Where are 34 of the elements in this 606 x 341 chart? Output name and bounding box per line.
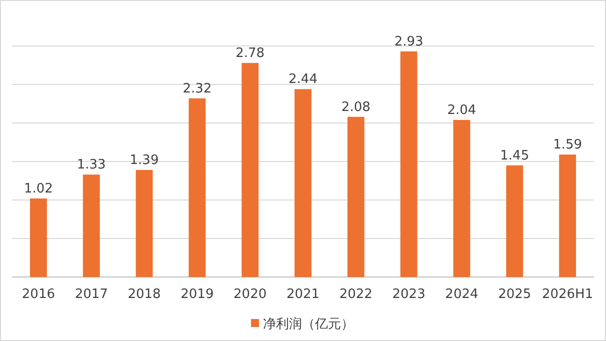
- bar: [82, 174, 100, 277]
- data-label: 1.45: [500, 148, 530, 164]
- bar: [559, 154, 576, 277]
- data-label: 2.32: [182, 81, 212, 96]
- x-tick-label: 2017: [74, 287, 108, 302]
- data-label: 2.44: [288, 72, 318, 88]
- x-tick-label: 2018: [128, 287, 161, 302]
- legend-label: 净利润（亿元）: [263, 317, 354, 332]
- x-tick-label: 2016: [22, 287, 55, 302]
- x-tick-label: 2023: [392, 287, 426, 302]
- data-label: 2.93: [394, 34, 424, 50]
- data-label: 2.78: [236, 46, 265, 61]
- bar: [136, 170, 153, 277]
- x-tick-label: 2022: [339, 287, 372, 302]
- bar: [506, 165, 524, 277]
- data-label: 1.33: [76, 158, 106, 173]
- data-label: 1.39: [130, 152, 159, 168]
- x-tick-label: 2020: [234, 287, 267, 302]
- x-tick-label: 2026H1: [542, 287, 594, 302]
- bar: [347, 116, 364, 277]
- bar: [400, 51, 418, 277]
- bar: [188, 98, 206, 277]
- x-tick-label: 2025: [498, 287, 532, 302]
- data-label: 1.02: [24, 181, 53, 196]
- bar: [453, 120, 470, 277]
- bar: [294, 89, 312, 277]
- data-label: 2.08: [341, 100, 370, 115]
- bar: [242, 62, 259, 277]
- bar: [30, 198, 47, 277]
- data-label: 1.59: [553, 138, 582, 153]
- data-label: 2.04: [447, 102, 476, 118]
- x-tick-label: 2019: [180, 287, 214, 302]
- x-tick-label: 2024: [445, 287, 478, 302]
- x-tick-label: 2021: [286, 287, 320, 302]
